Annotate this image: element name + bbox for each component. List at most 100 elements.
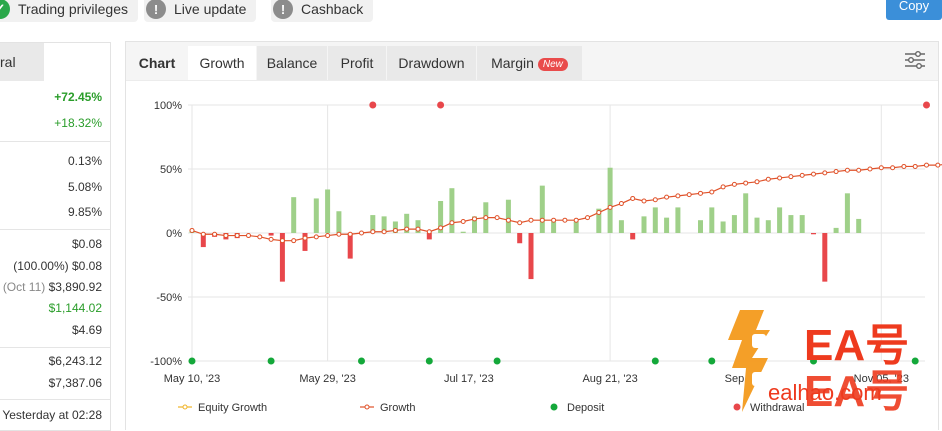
profit-bar — [529, 233, 534, 279]
growth-point — [484, 216, 488, 220]
deposit-marker — [652, 358, 659, 365]
growth-point — [393, 228, 397, 232]
growth-point — [518, 221, 522, 225]
growth-point — [427, 230, 431, 234]
growth-point — [834, 170, 838, 174]
growth-point — [495, 216, 499, 220]
growth-point — [235, 234, 239, 238]
growth-point — [631, 196, 635, 200]
profit-bar — [574, 221, 579, 233]
growth-point — [823, 171, 827, 175]
growth-point — [755, 180, 759, 184]
y-tick-label: 50% — [160, 164, 182, 176]
watermark-logo: EA号 EA号 ealhao.com — [712, 308, 942, 418]
growth-point — [812, 172, 816, 176]
profit-bar — [269, 233, 274, 236]
profit-bar — [755, 218, 760, 233]
profit-bars — [190, 168, 862, 282]
growth-point — [586, 216, 590, 220]
profit-bar — [506, 200, 511, 233]
profit-bar — [698, 220, 703, 233]
legend-label: Deposit — [567, 402, 604, 414]
profit-bar — [325, 189, 330, 233]
withdrawal-marker — [437, 102, 444, 109]
deposit-marker — [189, 358, 196, 365]
withdrawal-marker — [923, 102, 930, 109]
profit-bar — [630, 233, 635, 239]
growth-point — [247, 234, 251, 238]
profit-bar — [664, 218, 669, 233]
growth-point — [879, 166, 883, 170]
growth-point — [845, 168, 849, 172]
growth-point — [540, 218, 544, 222]
profit-bar — [314, 198, 319, 233]
profit-bar — [336, 211, 341, 233]
profit-bar — [845, 193, 850, 233]
profit-bar — [551, 221, 556, 233]
y-tick-label: 100% — [154, 100, 182, 112]
deposit-marker — [358, 358, 365, 365]
growth-point — [382, 230, 386, 234]
growth-point — [190, 228, 194, 232]
growth-point — [303, 236, 307, 240]
growth-point — [925, 163, 929, 167]
growth-point — [348, 232, 352, 236]
legend-line-point — [365, 405, 369, 409]
profit-bar — [348, 233, 353, 259]
growth-point — [857, 168, 861, 172]
profit-bar — [709, 207, 714, 233]
growth-point — [936, 163, 940, 167]
growth-point — [665, 195, 669, 199]
growth-point — [292, 239, 296, 243]
growth-point — [800, 173, 804, 177]
profit-bar — [800, 215, 805, 233]
growth-point — [789, 175, 793, 179]
deposit-marker — [494, 358, 501, 365]
growth-point — [473, 217, 477, 221]
growth-point — [721, 185, 725, 189]
growth-point — [337, 232, 341, 236]
profit-bar — [449, 188, 454, 233]
profit-bar — [732, 215, 737, 233]
profit-bar — [675, 207, 680, 233]
growth-point — [563, 218, 567, 222]
legend-label: Equity Growth — [198, 402, 267, 414]
growth-point — [450, 221, 454, 225]
growth-point — [506, 218, 510, 222]
growth-point — [902, 164, 906, 168]
withdrawal-marker — [369, 102, 376, 109]
profit-bar — [517, 233, 522, 243]
growth-point — [653, 198, 657, 202]
y-tick-label: -100% — [150, 356, 182, 368]
growth-polyline — [192, 140, 942, 241]
y-tick-label: 0% — [166, 228, 182, 240]
profit-bar — [721, 221, 726, 233]
growth-point — [269, 237, 273, 241]
growth-point — [529, 218, 533, 222]
profit-bar — [788, 215, 793, 233]
growth-point — [744, 181, 748, 185]
growth-point — [314, 235, 318, 239]
growth-point — [868, 167, 872, 171]
growth-point — [439, 226, 443, 230]
profit-bar — [856, 219, 861, 233]
growth-point — [676, 194, 680, 198]
profit-bar — [653, 207, 658, 233]
growth-point — [280, 239, 284, 243]
growth-point — [891, 166, 895, 170]
profit-bar — [619, 220, 624, 233]
watermark-url: ealhao.com — [768, 380, 882, 405]
profit-bar — [766, 220, 771, 233]
growth-point — [687, 193, 691, 197]
growth-point — [574, 218, 578, 222]
growth-point — [552, 218, 556, 222]
profit-bar — [461, 232, 466, 233]
growth-line — [190, 138, 942, 243]
growth-point — [326, 234, 330, 238]
deposit-marker — [268, 358, 275, 365]
growth-point — [371, 230, 375, 234]
profit-bar — [608, 168, 613, 233]
legend-label: Growth — [380, 402, 415, 414]
profit-bar — [777, 207, 782, 233]
